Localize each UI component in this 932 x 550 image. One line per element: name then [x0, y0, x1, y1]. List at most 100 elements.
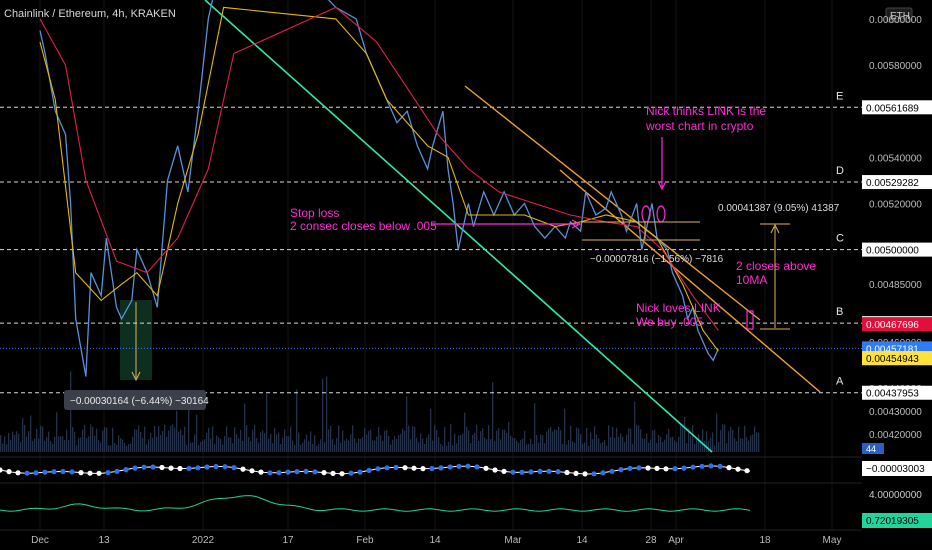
x-tick-label: 13 [98, 535, 110, 546]
level-letter-A: A [836, 376, 844, 388]
osc-dot [312, 469, 318, 475]
osc-dot [0, 467, 3, 473]
osc-dot [438, 465, 444, 471]
osc-dot [105, 470, 111, 476]
osc-dot [321, 470, 327, 476]
x-tick-label: Feb [356, 535, 374, 546]
time-axis: Dec 13 2022 17 Feb 14 Mar 14 28 Apr 18 May [0, 529, 862, 546]
live-price-box [862, 317, 932, 332]
live-price-label: 0.00454943 [866, 354, 919, 365]
channel-lower[interactable] [559, 169, 821, 393]
osc-dot [375, 466, 381, 472]
osc-dot [573, 470, 579, 476]
osc-dot [15, 470, 21, 476]
osc-dot [744, 468, 750, 474]
osc-dot [726, 465, 732, 471]
series-line-0 [39, 0, 719, 377]
price-axis: ETH 0.00600000 0.00580000 0.00540000 0.0052… [862, 0, 932, 550]
osc-dot [735, 466, 741, 472]
x-tick-label: Apr [668, 535, 684, 546]
level-letter-E: E [836, 90, 843, 102]
osc-dot [483, 465, 489, 471]
osc-dot [267, 470, 273, 476]
osc-dot [123, 467, 129, 473]
y-tick-label: 0.00580000 [869, 61, 922, 72]
osc-dot [249, 468, 255, 474]
osc-dot [168, 465, 174, 471]
volume-badge [862, 443, 884, 454]
osc-dot [78, 470, 84, 476]
currency-badge[interactable]: ETH [890, 11, 910, 22]
osc-dot [564, 469, 570, 476]
osc-dot [114, 468, 120, 474]
annot-nick-thinks-2: worst chart in crypto [645, 119, 754, 133]
oscillator-panel: −0.00003003 [0, 456, 932, 477]
osc-dot [708, 463, 714, 469]
osc-dot [204, 464, 210, 470]
osc-dot [276, 470, 282, 476]
osc-dot [492, 467, 498, 473]
osc-dot [330, 470, 336, 476]
osc-dot [348, 470, 354, 476]
osc-dot [60, 468, 66, 475]
level-letter-B: B [836, 306, 843, 318]
annot-10ma: 10MA [736, 273, 767, 287]
measure-down-label: −0.00007816 (−1.56%) −7816 [590, 254, 724, 265]
adx-value-label: 0.72019305 [866, 516, 919, 527]
level-box [862, 385, 932, 400]
y-tick-label: 0.00600000 [869, 15, 922, 26]
osc-dot [429, 465, 435, 472]
osc-dot [24, 470, 30, 476]
adx-panel: 4.00000000 0.72019305 [0, 482, 932, 528]
osc-dot [222, 464, 228, 470]
measure-box [64, 390, 206, 410]
osc-dot [618, 467, 624, 473]
osc-dot [258, 469, 264, 475]
osc-value-label: −0.00003003 [866, 464, 925, 475]
osc-dot [717, 463, 723, 469]
osc-dot [177, 465, 183, 472]
osc-dot [402, 465, 408, 471]
annotations: Nick thinks LINK is the worst chart in c… [290, 104, 840, 330]
osc-dot [339, 471, 345, 477]
y-tick-label: 0.00540000 [869, 153, 922, 164]
level-label-A: 0.00437953 [866, 389, 919, 400]
osc-dot [654, 465, 660, 471]
level-label-C: 0.00500000 [866, 246, 919, 257]
osc-dot [537, 468, 543, 474]
osc-dot [456, 463, 462, 469]
volume-histogram [0, 371, 760, 452]
level-box [862, 175, 932, 190]
osc-dot [591, 471, 597, 477]
trend-line[interactable] [204, 0, 713, 453]
measure-up-label: 0.00041387 (9.05%) 41387 [718, 203, 840, 214]
y-tick-label: 0.00485000 [869, 280, 922, 291]
osc-dot [96, 470, 102, 476]
volume-badge-label: 44 [866, 444, 876, 454]
osc-dot [627, 465, 633, 471]
x-tick-label: 14 [576, 535, 588, 546]
channel-upper[interactable] [464, 85, 761, 321]
symbol-title[interactable]: Chainlink / Ethereum, 4h, KRAKEN [4, 8, 176, 20]
osc-dot [555, 469, 561, 475]
osc-dot [159, 464, 165, 471]
x-tick-label: May [823, 535, 842, 546]
osc-dot [699, 463, 705, 469]
osc-dot [501, 468, 507, 474]
osc-dot [546, 468, 552, 474]
level-letter-C: C [836, 233, 844, 245]
osc-dot [186, 465, 192, 471]
osc-dot [195, 465, 201, 471]
annot-nick-thinks-1: Nick thinks LINK is the [646, 104, 766, 118]
osc-dot [150, 464, 156, 470]
adx-scale-label: 4.00000000 [869, 490, 922, 501]
osc-dot [645, 465, 651, 471]
osc-dot [528, 469, 534, 475]
osc-dot [690, 464, 696, 470]
osc-dot [141, 464, 147, 470]
osc-dot [420, 466, 426, 472]
osc-dot [87, 470, 93, 476]
osc-dot [285, 469, 291, 475]
adx-line [0, 495, 751, 512]
